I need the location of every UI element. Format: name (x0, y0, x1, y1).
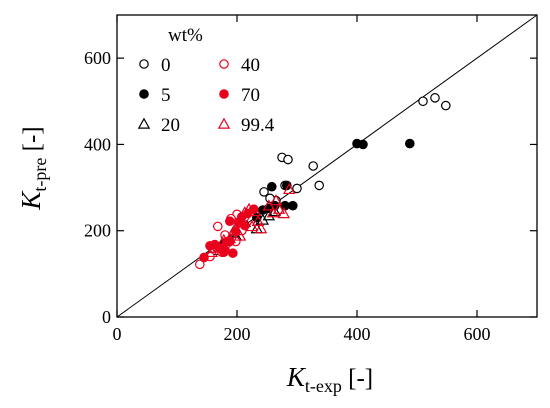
legend-title: wt% (168, 25, 203, 46)
data-point (227, 224, 241, 236)
data-point (228, 248, 238, 258)
data-point (272, 202, 286, 214)
y-tick-label: 600 (84, 48, 111, 68)
y-tick-label: 0 (102, 307, 111, 327)
plot-frame (116, 14, 538, 318)
data-point (245, 219, 259, 232)
data-point (404, 138, 415, 149)
data-point (238, 206, 252, 218)
data-point (199, 252, 209, 263)
data-point (308, 161, 318, 171)
data-point (287, 200, 298, 211)
data-point (195, 259, 205, 270)
data-point (314, 180, 324, 191)
series-99.4 (205, 182, 296, 258)
data-point (269, 194, 283, 206)
data-point (212, 241, 226, 253)
legend-item-5: 5 (139, 85, 171, 106)
data-point (233, 229, 247, 241)
legend-label: 5 (161, 85, 171, 106)
data-point (268, 204, 282, 217)
legend-item-20: 20 (137, 115, 180, 136)
x-axis-label-unit: [-] (342, 365, 373, 392)
data-point (283, 154, 293, 165)
x-axis-label-sub: t-exp (305, 376, 342, 396)
data-point (430, 93, 440, 103)
data-point (418, 96, 428, 107)
data-points (195, 93, 451, 270)
legend-marker (219, 89, 229, 99)
y-tick-label: 400 (84, 134, 111, 154)
data-point (223, 232, 237, 244)
x-axis-label: Kt-exp [-] (286, 362, 373, 396)
data-point (254, 222, 268, 234)
y-axis-label-sub: t-pre (30, 158, 50, 192)
legend-label: 20 (161, 115, 180, 136)
x-tick-label: 0 (113, 324, 122, 344)
x-tick-label: 400 (344, 324, 371, 344)
data-point (277, 207, 291, 219)
data-point (259, 187, 269, 197)
data-point (266, 181, 277, 192)
reference-line-group (116, 14, 538, 318)
data-point (292, 183, 302, 194)
data-point (358, 139, 368, 150)
legend-label: 99.4 (241, 115, 275, 136)
data-point (242, 202, 256, 214)
x-tick-label: 200 (224, 324, 251, 344)
y-axis-label: Kt-pre [-] (16, 126, 50, 210)
x-tick-label: 600 (464, 324, 491, 344)
y-axis-label-unit: [-] (19, 126, 46, 157)
legend-item-99.4: 99.4 (217, 115, 275, 136)
legend-marker (139, 89, 149, 99)
data-point (266, 206, 280, 218)
data-point (440, 100, 451, 111)
legend-item-40: 40 (219, 55, 260, 76)
legend-item-70: 70 (219, 85, 260, 106)
data-point (282, 182, 296, 195)
y-tick-label: 200 (84, 221, 111, 241)
legend-item-0: 0 (139, 55, 171, 76)
identity-line (116, 14, 538, 318)
y-axis-label-main: K (16, 190, 46, 211)
legend: wt% 0 5 20 40 70 99.4 (137, 25, 275, 136)
data-point (248, 204, 262, 217)
data-point (225, 216, 235, 227)
legend-label: 40 (241, 55, 260, 76)
legend-label: 0 (161, 55, 171, 76)
data-point (251, 214, 265, 226)
legend-marker (139, 59, 149, 69)
legend-marker (217, 117, 231, 129)
legend-marker (219, 59, 229, 69)
x-axis-label-main: K (286, 362, 307, 392)
data-point (213, 221, 223, 232)
legend-marker (137, 117, 151, 129)
legend-label: 70 (241, 85, 260, 106)
